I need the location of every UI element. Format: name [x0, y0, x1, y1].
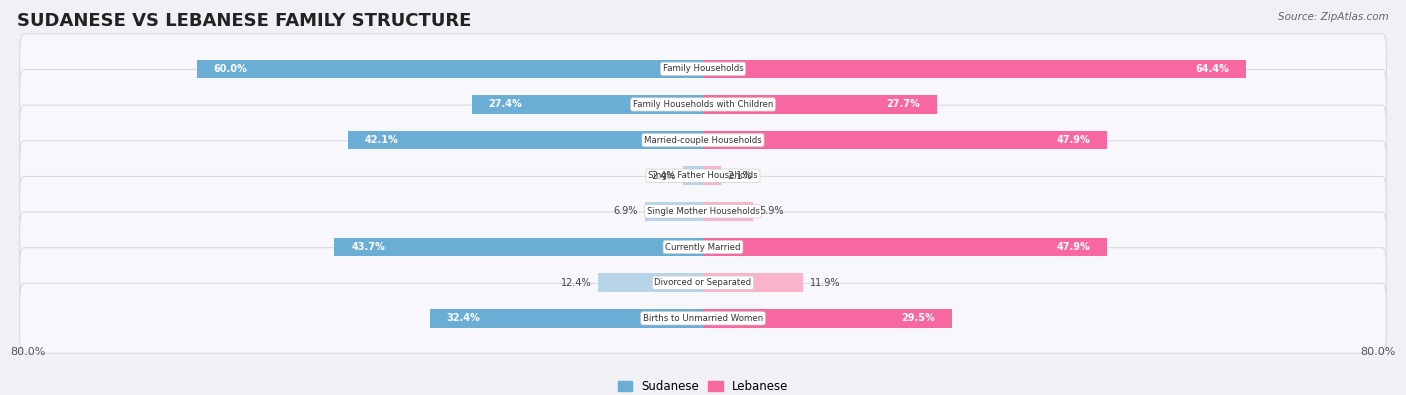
Text: 27.7%: 27.7% — [886, 100, 920, 109]
Text: Single Mother Households: Single Mother Households — [647, 207, 759, 216]
Text: 47.9%: 47.9% — [1056, 242, 1090, 252]
Bar — [472, 95, 703, 114]
Bar — [703, 60, 1246, 78]
Text: 2.1%: 2.1% — [727, 171, 752, 181]
Text: 5.9%: 5.9% — [759, 206, 785, 216]
FancyBboxPatch shape — [20, 141, 1386, 211]
Bar — [703, 131, 1107, 149]
Bar — [703, 202, 752, 221]
Text: SUDANESE VS LEBANESE FAMILY STRUCTURE: SUDANESE VS LEBANESE FAMILY STRUCTURE — [17, 12, 471, 30]
Text: 6.9%: 6.9% — [613, 206, 638, 216]
FancyBboxPatch shape — [20, 283, 1386, 353]
Text: Source: ZipAtlas.com: Source: ZipAtlas.com — [1278, 12, 1389, 22]
Text: 32.4%: 32.4% — [447, 313, 481, 324]
FancyBboxPatch shape — [20, 248, 1386, 318]
Bar — [335, 238, 703, 256]
Text: 43.7%: 43.7% — [352, 242, 385, 252]
FancyBboxPatch shape — [20, 177, 1386, 246]
Text: Divorced or Separated: Divorced or Separated — [654, 278, 752, 287]
FancyBboxPatch shape — [20, 212, 1386, 282]
FancyBboxPatch shape — [20, 105, 1386, 175]
Bar — [703, 238, 1107, 256]
Bar — [703, 166, 721, 185]
Bar — [197, 60, 703, 78]
Bar — [645, 202, 703, 221]
Text: 11.9%: 11.9% — [810, 278, 841, 288]
Text: 2.4%: 2.4% — [651, 171, 676, 181]
Text: 12.4%: 12.4% — [561, 278, 592, 288]
Text: 27.4%: 27.4% — [489, 100, 523, 109]
Text: Family Households: Family Households — [662, 64, 744, 73]
Text: Family Households with Children: Family Households with Children — [633, 100, 773, 109]
Bar — [703, 273, 803, 292]
Text: Births to Unmarried Women: Births to Unmarried Women — [643, 314, 763, 323]
Bar — [683, 166, 703, 185]
Text: 60.0%: 60.0% — [214, 64, 247, 74]
Text: Currently Married: Currently Married — [665, 243, 741, 252]
Text: 42.1%: 42.1% — [364, 135, 398, 145]
Text: Single Father Households: Single Father Households — [648, 171, 758, 180]
Bar — [703, 309, 952, 327]
Bar — [347, 131, 703, 149]
Bar — [430, 309, 703, 327]
FancyBboxPatch shape — [20, 70, 1386, 139]
Bar — [703, 95, 936, 114]
Text: 47.9%: 47.9% — [1056, 135, 1090, 145]
Bar — [599, 273, 703, 292]
Text: 64.4%: 64.4% — [1195, 64, 1229, 74]
FancyBboxPatch shape — [20, 34, 1386, 104]
Text: Married-couple Households: Married-couple Households — [644, 135, 762, 145]
Text: 29.5%: 29.5% — [901, 313, 935, 324]
Legend: Sudanese, Lebanese: Sudanese, Lebanese — [613, 376, 793, 395]
